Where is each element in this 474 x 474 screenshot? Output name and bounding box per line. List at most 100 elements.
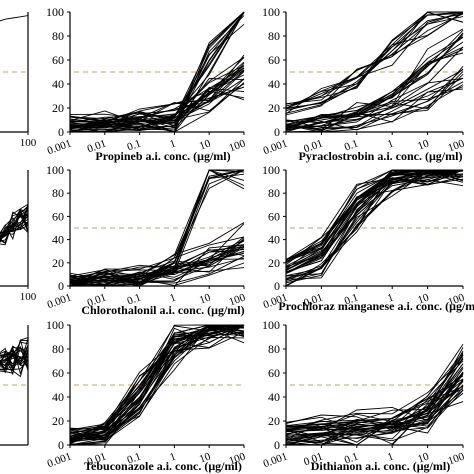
- series-line: [285, 28, 464, 128]
- x-axis-title: Pyraclostrobin a.i. conc. (μg/ml): [299, 149, 463, 163]
- series-line: [0, 346, 29, 369]
- series-line: [285, 173, 464, 261]
- x-tick-label: 0.001: [46, 451, 73, 471]
- y-tick-label: 100: [262, 5, 280, 19]
- series-line: [69, 324, 244, 434]
- series-line: [69, 223, 245, 287]
- series-line: [0, 207, 29, 234]
- series-line: [285, 357, 464, 443]
- x-tick-label: 100: [446, 137, 466, 154]
- series-line: [69, 54, 245, 132]
- series-line: [285, 77, 464, 130]
- series-line: [285, 32, 464, 130]
- y-tick-label: 0: [274, 125, 280, 139]
- x-tick-label: 0.1: [343, 292, 360, 308]
- x-tick-label: 100: [20, 291, 37, 303]
- series-line: [285, 169, 464, 275]
- y-tick-label: 0: [58, 125, 64, 139]
- x-axis-title: Prochloraz manganese a.i. conc. (μg/ml): [278, 299, 474, 313]
- panel-left-bottom: [0, 325, 29, 446]
- series-line: [69, 336, 245, 444]
- y-tick-label: 100: [262, 163, 280, 177]
- x-tick-label: 1: [386, 138, 395, 151]
- x-tick-label: 100: [446, 450, 466, 467]
- x-tick-label: 100: [20, 137, 37, 149]
- x-axis-title: Propineb a.i. conc. (μg/ml): [95, 149, 230, 163]
- series-line: [285, 86, 464, 129]
- series-line: [69, 65, 245, 128]
- series-line: [285, 169, 464, 266]
- x-tick-label: 10: [416, 450, 431, 465]
- series-line: [0, 213, 29, 241]
- x-tick-label: 0.001: [262, 451, 289, 471]
- series-line: [285, 11, 464, 105]
- series-line: [285, 46, 464, 130]
- series-line: [285, 352, 464, 434]
- series-line: [285, 11, 464, 109]
- y-tick-label: 0: [58, 438, 64, 452]
- y-tick-label: 60: [268, 53, 280, 67]
- series-line: [69, 324, 245, 433]
- y-tick-label: 60: [268, 366, 280, 380]
- series-line: [69, 87, 245, 119]
- y-tick-label: 20: [268, 256, 280, 270]
- series-line: [0, 338, 29, 365]
- series-line: [69, 236, 245, 284]
- series-line: [285, 12, 464, 115]
- series-line: [285, 353, 464, 441]
- series-line: [69, 11, 245, 131]
- y-tick-label: 40: [52, 77, 64, 91]
- series-line: [69, 23, 245, 132]
- x-tick-label: 1: [168, 292, 177, 305]
- series-line: [0, 208, 29, 242]
- x-tick-label: 0.001: [262, 138, 289, 158]
- series-line: [285, 11, 463, 110]
- series-line: [285, 71, 464, 133]
- y-tick-label: 100: [46, 5, 64, 19]
- y-tick-label: 20: [52, 256, 64, 270]
- series-line: [285, 11, 464, 110]
- x-tick-label: 0.1: [126, 138, 143, 154]
- y-tick-label: 100: [46, 318, 64, 332]
- series-line: [285, 169, 463, 286]
- series-line: [285, 169, 464, 271]
- series-line: [0, 346, 29, 375]
- series-line: [285, 13, 464, 105]
- series-line: [285, 81, 464, 133]
- y-tick-label: 60: [52, 53, 64, 67]
- x-tick-label: 0.1: [343, 451, 360, 467]
- series-line: [69, 325, 245, 442]
- x-tick-label: 10: [416, 291, 431, 306]
- series-line: [0, 339, 29, 371]
- x-tick-label: 100: [227, 137, 247, 154]
- series-line: [285, 343, 464, 429]
- series-line: [285, 350, 464, 433]
- series-line: [0, 205, 29, 234]
- series-line: [285, 169, 464, 273]
- series-line: [285, 379, 464, 446]
- series-line: [285, 32, 464, 123]
- y-tick-label: 60: [52, 209, 64, 223]
- series-line: [69, 326, 245, 440]
- panel-left-middle: 100: [0, 170, 37, 303]
- y-tick-label: 20: [268, 101, 280, 115]
- x-tick-label: 1: [168, 138, 177, 151]
- x-tick-label: 0.1: [126, 451, 143, 467]
- x-tick-label: 1: [386, 451, 395, 464]
- x-axis-title: Tebuconazole a.i. conc. (μg/ml): [84, 459, 242, 473]
- y-tick-label: 40: [52, 390, 64, 404]
- x-tick-label: 10: [198, 137, 213, 152]
- series-line: [285, 389, 464, 446]
- y-tick-label: 20: [52, 414, 64, 428]
- y-tick-label: 80: [268, 342, 280, 356]
- y-tick-label: 0: [274, 438, 280, 452]
- y-tick-label: 20: [52, 101, 64, 115]
- series-line: [69, 11, 245, 127]
- series-line: [0, 211, 29, 244]
- x-tick-label: 1: [386, 292, 395, 305]
